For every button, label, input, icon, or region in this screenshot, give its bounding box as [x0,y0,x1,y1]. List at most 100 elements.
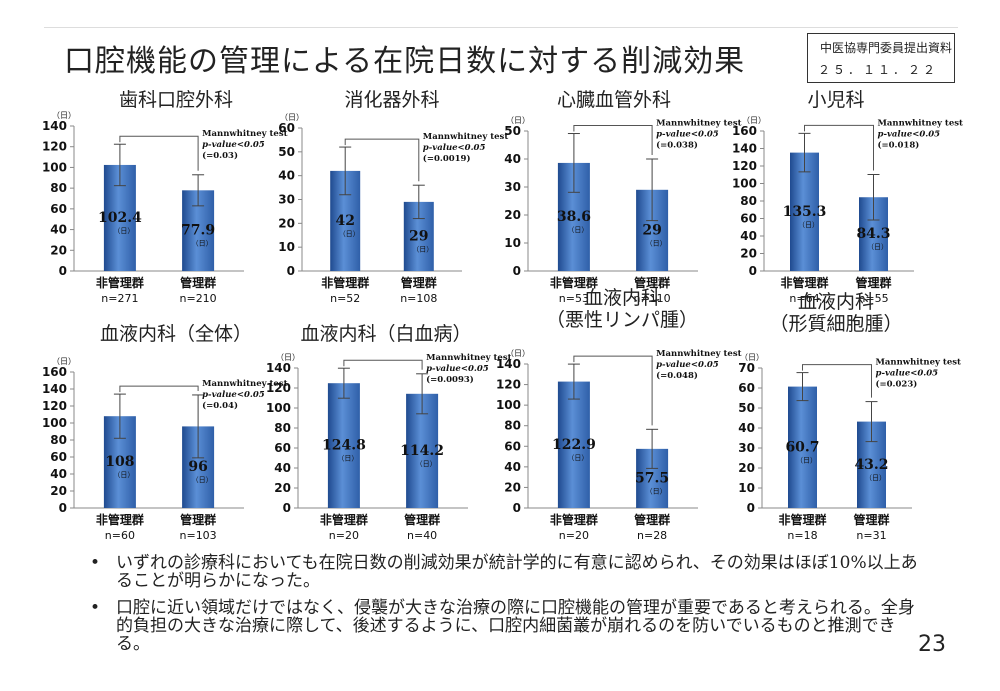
data-label-unit: （日） [646,487,667,495]
y-tick-label: 40 [504,152,521,166]
y-tick-label: 10 [504,236,521,250]
x-tick-label: 非管理群 [778,512,826,527]
y-tick-label: 60 [50,202,67,216]
data-label-unit: （日） [192,476,213,484]
test-annotation: Mannwhitney test [423,132,509,142]
y-tick-label: 20 [274,481,291,495]
significance-bracket [119,385,199,393]
data-label-unit: （日） [113,227,134,235]
page-number: 23 [918,632,946,657]
data-label-unit: （日） [416,460,437,468]
y-tick-label: 50 [504,124,521,138]
y-tick-label: 10 [738,481,755,495]
sample-size-label: n=18 [787,529,817,542]
test-annotation: p-value<0.05 [656,360,719,370]
data-label: 122.9 [552,437,596,453]
y-unit-label: （日） [740,353,764,362]
y-tick-label: 140 [42,382,67,396]
y-tick-label: 50 [738,401,755,415]
test-annotation: Mannwhitney test [876,358,962,368]
chart-title: 血液内科（全体） [100,323,252,345]
data-label: 60.7 [785,439,819,455]
data-label: 29 [409,228,428,244]
y-tick-label: 20 [738,461,755,475]
data-label-unit: （日） [192,240,213,248]
test-annotation: (=0.0093) [426,374,474,385]
y-tick-label: 40 [738,421,755,435]
data-label: 43.2 [854,457,888,473]
y-tick-label: 0 [287,264,295,278]
y-tick-label: 0 [513,501,521,515]
data-label: 135.3 [783,204,827,220]
bullet-list: • いずれの診療科においても在院日数の削減効果が統計学的に有意に認められ、その効… [90,554,920,662]
bullet-item: • いずれの診療科においても在院日数の削減効果が統計学的に有意に認められ、その効… [90,554,920,590]
sample-size-label: n=64 [789,292,819,305]
chart-title: 血液内科 [798,291,874,313]
y-tick-label: 70 [738,361,755,375]
y-tick-label: 40 [504,460,521,474]
bar [557,381,590,508]
test-annotation: p-value<0.05 [202,140,265,150]
y-tick-label: 140 [42,119,67,133]
y-tick-label: 50 [278,145,295,159]
y-tick-label: 100 [732,177,757,191]
page-title: 口腔機能の管理による在院日数に対する削減効果 [64,44,746,79]
data-label-unit: （日） [798,221,819,229]
y-tick-label: 20 [278,216,295,230]
data-label-unit: （日） [567,226,588,234]
data-label-unit: （日） [113,471,134,479]
sample-size-label: n=20 [559,529,589,542]
test-annotation: Mannwhitney test [656,349,742,359]
y-tick-label: 80 [50,433,67,447]
sample-size-label: n=20 [329,529,359,542]
test-annotation: (=0.023) [876,379,918,390]
significance-bracket [573,125,653,155]
chart-title: 血液内科 [584,287,660,309]
y-tick-label: 40 [274,461,291,475]
y-tick-label: 140 [732,142,757,156]
sample-size-label: n=40 [407,529,437,542]
data-label-unit: （日） [796,456,817,464]
data-label: 38.6 [557,209,591,225]
y-tick-label: 0 [59,501,67,515]
bullet-marker: • [90,553,101,573]
y-unit-label: （日） [506,349,530,358]
bullet-text: 口腔に近い領域だけではなく、侵襲が大きな治療の際に口腔機能の管理が重要であると考… [116,598,915,654]
y-tick-label: 60 [738,381,755,395]
x-tick-label: 非管理群 [96,275,144,290]
bullet-item: • 口腔に近い領域だけではなく、侵襲が大きな治療の際に口腔機能の管理が重要である… [90,599,920,653]
sample-size-label: n=53 [559,292,589,305]
test-annotation: p-value<0.05 [423,143,486,153]
bar-chart: 歯科口腔外科（日）020406080100120140102.4（日）非管理群n… [42,89,288,305]
data-label-unit: （日） [337,455,358,463]
data-label-unit: （日） [865,474,886,482]
chart-title: 血液内科（白血病） [300,323,471,345]
x-tick-label: 管理群 [401,275,437,290]
data-label: 29 [642,222,661,238]
test-annotation: Mannwhitney test [656,119,742,129]
y-tick-label: 30 [278,193,295,207]
data-label: 102.4 [98,210,142,226]
sample-size-label: n=108 [400,292,437,305]
bar [327,383,360,508]
chart-title: （悪性リンパ腫） [546,309,698,331]
submission-stamp: 中医協専門委員提出資料 ２５．１１．２２ [807,33,955,83]
x-tick-label: 管理群 [634,512,670,527]
data-label: 77.9 [181,223,215,239]
y-tick-label: 0 [59,264,67,278]
x-tick-label: 非管理群 [550,275,598,290]
bar-chart: 消化器外科（日）010203040506042（日）非管理群n=5229（日）管… [278,89,508,305]
bullet-marker: • [90,598,101,618]
chart-title: 消化器外科 [344,89,439,111]
data-label: 84.3 [856,226,890,242]
data-label-unit: （日） [412,245,433,253]
sample-size-label: n=271 [101,292,138,305]
y-unit-label: （日） [506,116,530,125]
significance-bracket [573,355,653,426]
sample-size-label: n=60 [105,529,135,542]
data-label: 124.8 [322,438,366,454]
bar-chart: 血液内科（全体）（日）020406080100120140160108（日）非管… [42,323,288,542]
top-divider [44,27,958,28]
chart-title: 心臓血管外科 [557,89,671,111]
